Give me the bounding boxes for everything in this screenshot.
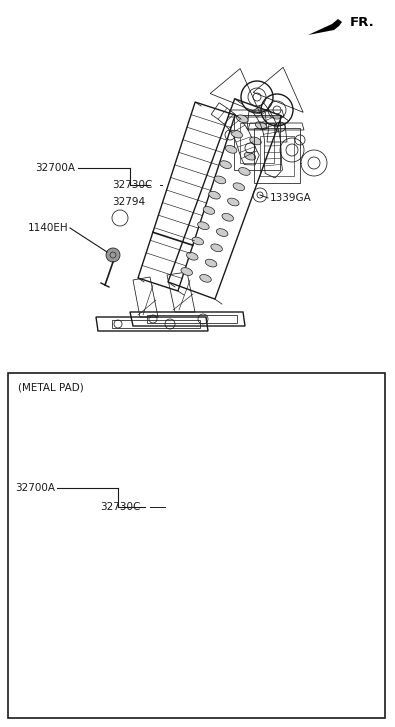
Ellipse shape [209,191,220,199]
Ellipse shape [250,137,261,145]
Ellipse shape [200,275,211,282]
Text: 1339GA: 1339GA [270,193,312,203]
Ellipse shape [228,198,239,206]
Ellipse shape [211,244,222,252]
Ellipse shape [233,183,245,190]
Ellipse shape [214,176,226,184]
Ellipse shape [192,237,203,245]
Text: FR.: FR. [350,15,375,28]
Bar [8,373,385,718]
Ellipse shape [216,229,228,236]
Polygon shape [308,19,342,35]
Ellipse shape [205,260,217,267]
Circle shape [106,248,120,262]
Text: 32794: 32794 [112,197,145,207]
Ellipse shape [181,268,192,276]
Text: 32730C: 32730C [100,502,140,512]
Ellipse shape [239,168,250,175]
Ellipse shape [237,115,248,123]
Ellipse shape [244,153,256,160]
Ellipse shape [198,222,209,230]
Ellipse shape [186,252,198,260]
Text: 32730C: 32730C [112,180,152,190]
Text: 1140EH: 1140EH [27,223,68,233]
Ellipse shape [226,145,237,153]
Ellipse shape [203,206,215,214]
Text: (METAL PAD): (METAL PAD) [18,382,84,392]
Ellipse shape [222,214,233,221]
Ellipse shape [255,122,267,129]
Ellipse shape [231,130,243,138]
Text: 32700A: 32700A [15,483,55,493]
Text: 32700A: 32700A [35,163,75,173]
Ellipse shape [220,161,231,169]
